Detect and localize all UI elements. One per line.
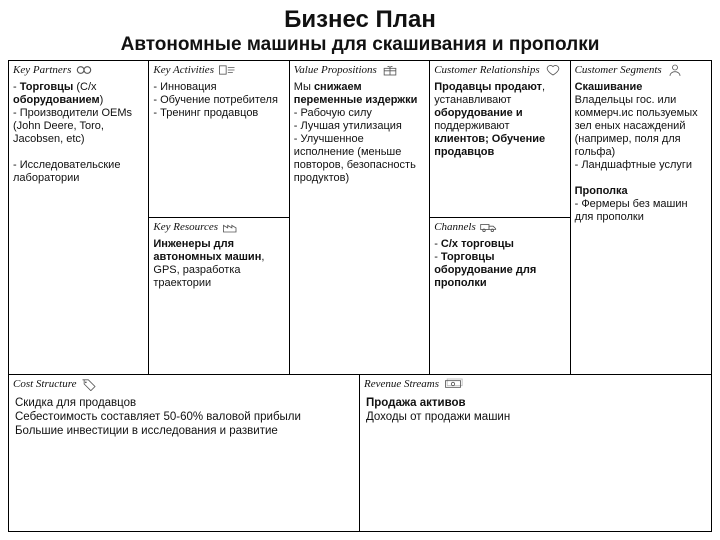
header-label: Customer Relationships <box>434 64 539 76</box>
bottom-header-row: Cost Structure Revenue Streams <box>9 374 711 393</box>
header-label: Value Propositions <box>294 64 377 76</box>
header-label: Key Activities <box>153 64 214 76</box>
text: Мы снижаем переменные издержки- Рабочую … <box>294 81 418 184</box>
canvas-grid: Key Partners Key Activities Value Propos… <box>8 60 712 532</box>
cell-channels: - С/х торговцы- Торговцы оборудование дл… <box>430 236 570 374</box>
text: - Торговцы (С/х оборудованием)- Производ… <box>13 81 132 184</box>
cell-customer-relationships: Продавцы продают, устанавливают оборудов… <box>430 79 570 217</box>
bottom-body-row: Скидка для продавцовСебестоимость состав… <box>9 393 711 531</box>
header-label: Revenue Streams <box>364 378 439 390</box>
cell-cost-structure: Скидка для продавцовСебестоимость состав… <box>9 393 360 531</box>
header-cost-structure: Cost Structure <box>9 375 360 393</box>
activity-icon <box>217 63 237 77</box>
header-value-propositions: Value Propositions <box>290 61 430 79</box>
link-icon <box>74 63 94 77</box>
title: Бизнес План <box>10 6 710 34</box>
cell-key-resources: Инженеры для автономных машин, GPS, разр… <box>149 236 289 374</box>
text: Продажа активовДоходы от продажи машин <box>366 397 510 423</box>
header-label: Key Partners <box>13 64 71 76</box>
header-channels: Channels <box>430 217 570 236</box>
money-icon <box>443 377 463 391</box>
text: - С/х торговцы- Торговцы оборудование дл… <box>434 238 536 289</box>
business-model-canvas: Бизнес План Автономные машины для скашив… <box>0 0 720 540</box>
header-key-activities: Key Activities <box>149 61 289 79</box>
header-label: Cost Structure <box>13 378 76 390</box>
tag-icon <box>80 377 100 391</box>
text: Скидка для продавцовСебестоимость состав… <box>15 397 301 437</box>
header-key-partners: Key Partners <box>9 61 149 79</box>
header-customer-segments: Customer Segments <box>571 61 711 79</box>
header-label: Customer Segments <box>575 64 662 76</box>
header-label: Channels <box>434 221 476 233</box>
header-revenue-streams: Revenue Streams <box>360 375 711 393</box>
truck-icon <box>479 220 499 234</box>
text: Инженеры для автономных машин, GPS, разр… <box>153 238 264 289</box>
subtitle: Автономные машины для скашивания и пропо… <box>10 34 710 56</box>
cell-value-propositions: Мы снижаем переменные издержки- Рабочую … <box>290 79 430 374</box>
person-icon <box>665 63 685 77</box>
cell-customer-segments: СкашиваниеВладельцы гос. или коммерч.ис … <box>571 79 711 374</box>
factory-icon <box>221 220 241 234</box>
text: СкашиваниеВладельцы гос. или коммерч.ис … <box>575 81 698 223</box>
cell-key-partners: - Торговцы (С/х оборудованием)- Производ… <box>9 79 149 374</box>
gift-icon <box>380 63 400 77</box>
text: Продавцы продают, устанавливают оборудов… <box>434 81 545 158</box>
heart-icon <box>543 63 563 77</box>
header-label: Key Resources <box>153 221 218 233</box>
cell-key-activities: - Инновация- Обучение потребителя- Трени… <box>149 79 289 217</box>
text: - Инновация- Обучение потребителя- Трени… <box>153 81 278 119</box>
cell-revenue-streams: Продажа активовДоходы от продажи машин <box>360 393 711 531</box>
header-customer-relationships: Customer Relationships <box>430 61 570 79</box>
title-block: Бизнес План Автономные машины для скашив… <box>0 0 720 60</box>
header-key-resources: Key Resources <box>149 217 289 236</box>
